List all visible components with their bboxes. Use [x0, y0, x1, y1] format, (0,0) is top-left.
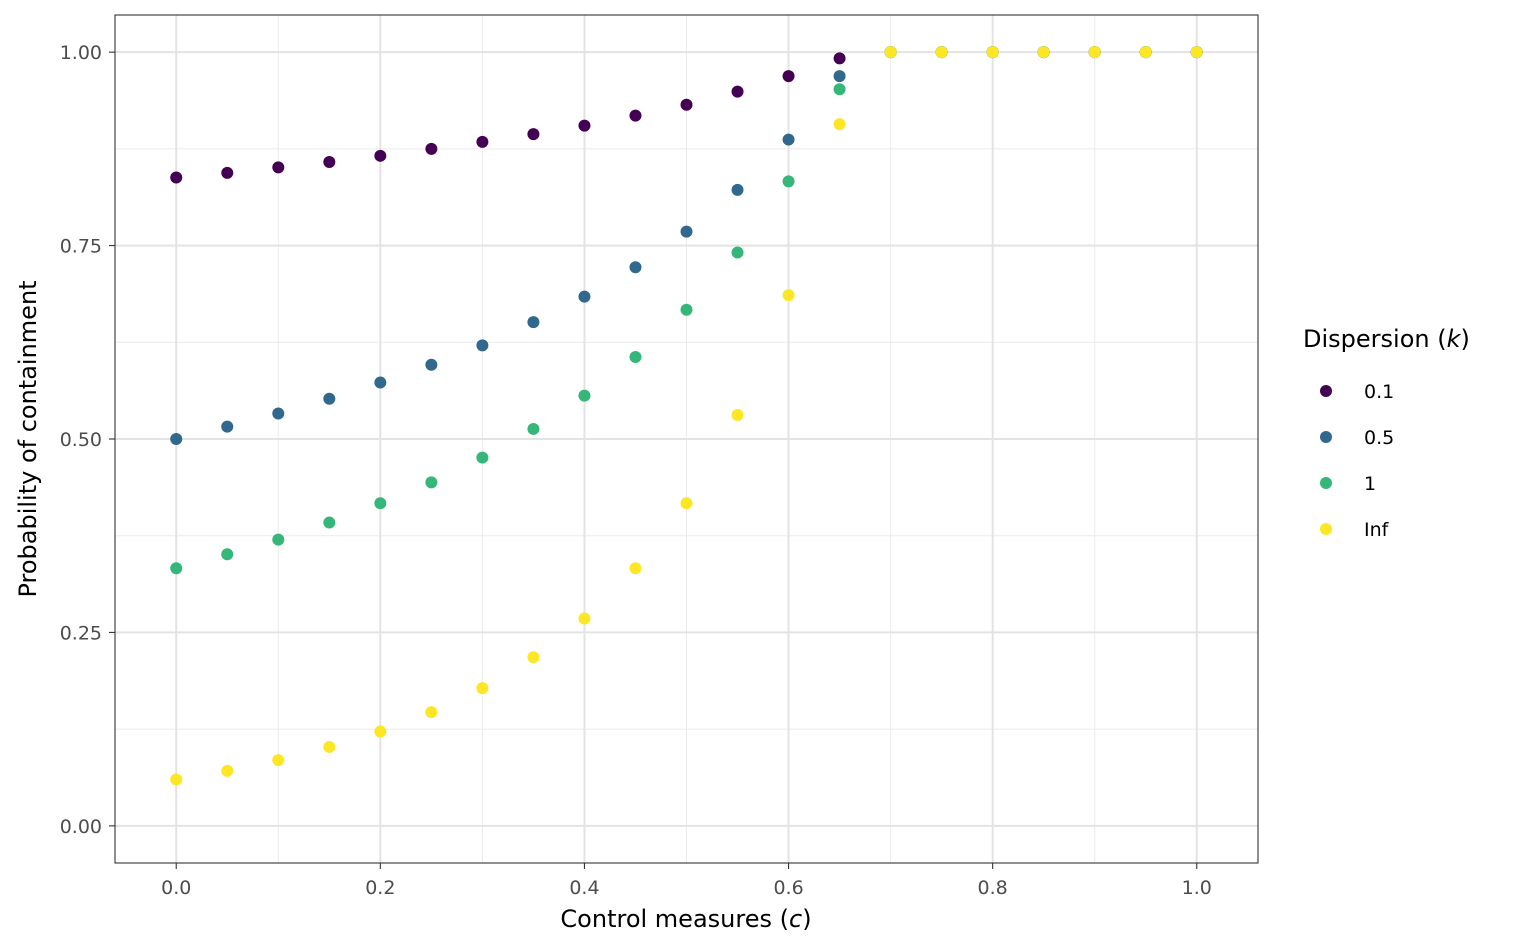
point-series-3-17 [1037, 46, 1050, 59]
x-tick-label-2: 0.4 [569, 877, 599, 899]
point-series-3-19 [1139, 46, 1152, 59]
point-series-1-9 [629, 261, 642, 274]
y-axis-title: Probability of containment [14, 280, 42, 597]
point-series-1-11 [731, 183, 744, 196]
point-series-0-6 [476, 135, 489, 148]
legend-key-1 [1320, 431, 1332, 443]
y-tick-label-3: 0.75 [60, 236, 102, 258]
x-axis-title: Control measures (c) [560, 905, 811, 933]
point-series-2-13 [833, 83, 846, 96]
point-series-2-0 [170, 562, 183, 575]
point-series-0-4 [374, 149, 387, 162]
point-series-0-5 [425, 142, 438, 155]
legend-key-0 [1320, 385, 1332, 397]
legend-key-2 [1320, 477, 1332, 489]
point-series-0-12 [782, 70, 795, 83]
point-series-1-12 [782, 133, 795, 146]
point-series-3-2 [272, 754, 285, 767]
point-series-3-18 [1088, 46, 1101, 59]
point-series-0-1 [221, 166, 234, 179]
legend-items: 0.1 0.5 1 Inf [1320, 381, 1394, 541]
point-series-3-11 [731, 409, 744, 422]
point-series-2-3 [323, 516, 336, 529]
x-tick-label-4: 0.8 [978, 877, 1008, 899]
y-tick-label-0: 0.00 [60, 816, 102, 838]
x-tick-label-3: 0.6 [773, 877, 803, 899]
legend-title: Dispersion (k) [1303, 325, 1470, 353]
legend-key-3 [1320, 523, 1332, 535]
point-series-0-3 [323, 156, 336, 169]
point-series-1-1 [221, 420, 234, 433]
point-series-2-12 [782, 175, 795, 188]
legend-label-0: 0.1 [1364, 381, 1394, 403]
point-series-0-2 [272, 161, 285, 174]
point-series-1-6 [476, 339, 489, 352]
point-series-0-11 [731, 85, 744, 98]
point-series-3-14 [884, 46, 897, 59]
point-series-2-7 [527, 422, 540, 435]
point-series-2-10 [680, 303, 693, 316]
point-series-1-4 [374, 376, 387, 389]
y-axis-ticks: 0.00 0.25 0.50 0.75 1.00 [60, 42, 115, 838]
point-series-0-0 [170, 171, 183, 184]
x-tick-label-1: 0.2 [365, 877, 395, 899]
point-series-1-0 [170, 433, 183, 445]
data-points [170, 46, 1203, 786]
point-series-3-16 [986, 46, 999, 59]
point-series-3-7 [527, 651, 540, 664]
legend-label-3: Inf [1364, 519, 1390, 541]
point-series-1-8 [578, 290, 591, 303]
point-series-0-10 [680, 98, 693, 111]
legend-label-1: 0.5 [1364, 427, 1394, 449]
point-series-1-2 [272, 407, 285, 420]
y-tick-label-1: 0.25 [60, 622, 102, 644]
point-series-3-1 [221, 764, 234, 777]
point-series-3-15 [935, 46, 948, 59]
point-series-3-8 [578, 612, 591, 625]
point-series-3-4 [374, 725, 387, 738]
point-series-2-9 [629, 350, 642, 363]
point-series-3-6 [476, 682, 489, 695]
point-series-1-5 [425, 358, 438, 371]
point-series-0-8 [578, 119, 591, 132]
y-tick-label-4: 1.00 [60, 42, 102, 64]
point-series-2-8 [578, 389, 591, 402]
legend-label-2: 1 [1364, 473, 1376, 495]
point-series-1-13 [833, 70, 846, 83]
point-series-2-5 [425, 476, 438, 489]
point-series-0-7 [527, 128, 540, 141]
x-tick-label-5: 1.0 [1182, 877, 1212, 899]
legend: Dispersion (k) 0.1 0.5 1 Inf [1303, 325, 1470, 541]
x-tick-label-0: 0.0 [161, 877, 191, 899]
point-series-3-5 [425, 706, 438, 719]
point-series-0-9 [629, 109, 642, 122]
point-series-2-2 [272, 533, 285, 546]
point-series-2-6 [476, 451, 489, 464]
y-tick-label-2: 0.50 [60, 429, 102, 451]
point-series-3-20 [1190, 46, 1203, 59]
point-series-0-13 [833, 52, 846, 65]
point-series-3-12 [782, 289, 795, 302]
point-series-1-7 [527, 316, 540, 329]
point-series-3-3 [323, 740, 336, 753]
point-series-2-1 [221, 548, 234, 561]
point-series-1-3 [323, 392, 336, 405]
point-series-3-0 [170, 773, 183, 786]
point-series-1-10 [680, 225, 693, 238]
point-series-3-10 [680, 497, 693, 510]
point-series-2-4 [374, 497, 387, 510]
point-series-3-9 [629, 562, 642, 575]
x-axis-ticks: 0.0 0.2 0.4 0.6 0.8 1.0 [161, 863, 1212, 899]
point-series-3-13 [833, 118, 846, 131]
point-series-2-11 [731, 246, 744, 259]
